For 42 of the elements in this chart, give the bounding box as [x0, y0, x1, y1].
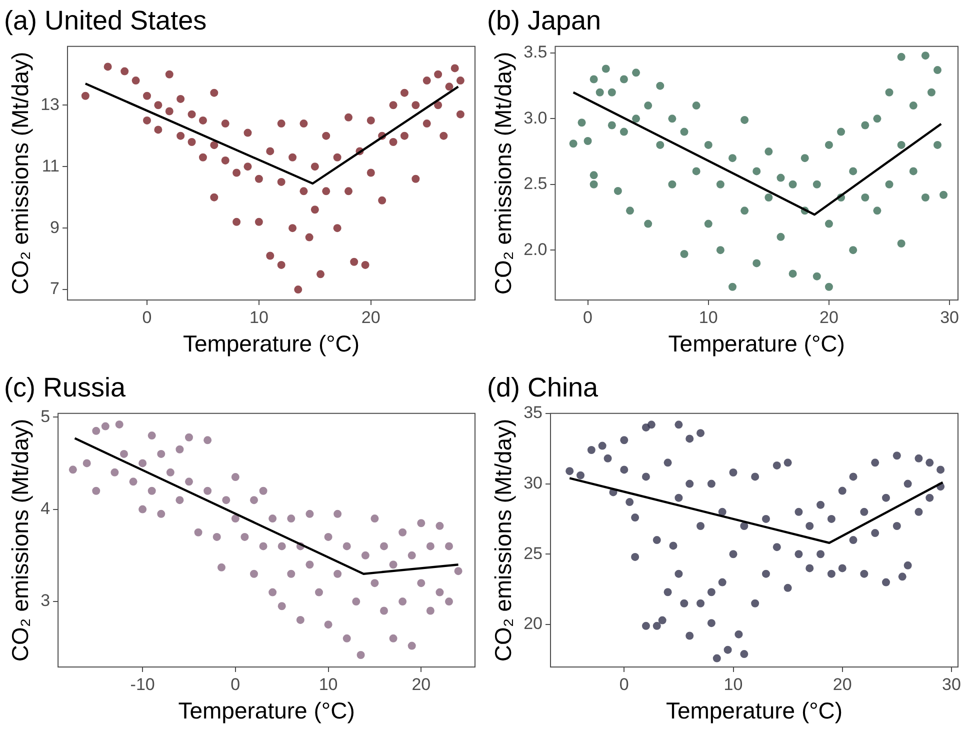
y-tick-label: 7	[50, 279, 60, 298]
x-tick-label: 20	[412, 674, 431, 694]
y-tick-label: 25	[524, 544, 543, 563]
y-axis-title: CO₂ emissions (Mt/day)	[490, 52, 516, 295]
x-axis-title: Temperature (°C)	[666, 698, 843, 724]
x-tick-label: 0	[142, 308, 152, 327]
x-tick-label: -10	[130, 674, 155, 694]
y-tick-label: 5	[40, 406, 50, 426]
x-tick-label: 10	[724, 674, 743, 694]
x-tick-label: 20	[832, 674, 852, 694]
y-tick-label: 11	[42, 156, 60, 176]
x-axis-title: Temperature (°C)	[178, 698, 355, 724]
y-tick-label: 2.0	[524, 240, 548, 259]
x-tick-label: 20	[361, 308, 380, 327]
x-tick-label: 0	[230, 674, 240, 694]
y-tick-label: 13	[40, 94, 60, 114]
chart-title: (d) China	[487, 372, 600, 403]
x-tick-label: 0	[583, 308, 593, 327]
y-tick-label: 35	[524, 403, 543, 422]
x-axis-title: Temperature (°C)	[668, 330, 845, 357]
chart-title: (a) United States	[4, 6, 207, 36]
y-tick-label: 20	[524, 614, 543, 634]
x-tick-label: 10	[698, 308, 718, 327]
y-tick-label: 30	[524, 473, 543, 492]
y-tick-label: 4	[40, 498, 50, 518]
chart-title: (c) Russia	[4, 372, 126, 403]
x-tick-label: 20	[820, 308, 838, 327]
x-tick-label: 30	[940, 308, 960, 327]
y-tick-label: 3.0	[524, 108, 548, 128]
x-tick-label: 10	[249, 308, 268, 327]
chart-title: (b) Japan	[487, 6, 602, 36]
y-axis-title: CO₂ emissions (Mt/day)	[490, 418, 516, 662]
y-tick-label: 3	[40, 591, 50, 610]
x-tick-label: 30	[942, 674, 961, 694]
x-axis-title: Temperature (°C)	[182, 330, 360, 357]
y-tick-label: 3.5	[524, 42, 548, 62]
y-tick-label: 9	[50, 218, 60, 237]
x-tick-label: 10	[318, 674, 338, 694]
y-axis-title: CO₂ emissions (Mt/day)	[7, 52, 34, 295]
x-tick-label: 0	[619, 674, 629, 694]
y-axis-title: CO₂ emissions (Mt/day)	[7, 418, 34, 662]
y-tick-label: 2.5	[524, 174, 548, 194]
